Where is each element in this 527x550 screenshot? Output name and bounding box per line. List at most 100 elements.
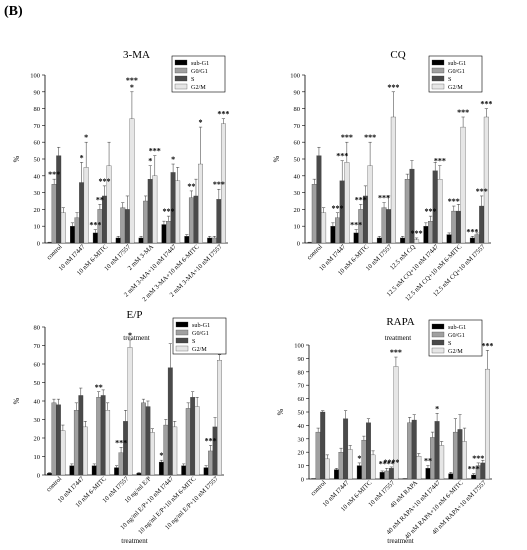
significance-label: *** bbox=[476, 187, 488, 196]
chart-title: RAPA bbox=[386, 316, 414, 328]
bar-g2-m bbox=[175, 180, 181, 244]
y-axis-label: % bbox=[276, 408, 285, 415]
y-tick-label: 40 bbox=[34, 173, 41, 180]
legend-label: sub-G1 bbox=[448, 324, 466, 331]
significance-label: ** bbox=[95, 383, 103, 392]
bar-s bbox=[388, 468, 394, 480]
significance-label: *** bbox=[466, 227, 478, 236]
bar-s bbox=[455, 210, 461, 244]
bar-s bbox=[167, 367, 173, 476]
bar-sub-g1 bbox=[448, 473, 454, 480]
bar-s bbox=[78, 395, 84, 476]
bar-g0-g1 bbox=[311, 184, 317, 244]
legend-swatch bbox=[431, 83, 445, 90]
significance-label: *** bbox=[364, 133, 376, 142]
bar-sub-g1 bbox=[425, 468, 431, 480]
bar-g0-g1 bbox=[211, 237, 217, 244]
bar-s bbox=[343, 418, 349, 480]
chart-title: 3-MA bbox=[123, 49, 150, 61]
y-tick-label: 20 bbox=[34, 436, 41, 443]
legend-label: S bbox=[448, 76, 452, 83]
bar-s bbox=[411, 419, 417, 480]
bar-sub-g1 bbox=[446, 234, 452, 244]
bar-g2-m bbox=[390, 116, 396, 244]
bar-sub-g1 bbox=[69, 465, 75, 476]
y-tick-label: 70 bbox=[34, 343, 41, 350]
chart-panel-2: E/P01020304050607080%**********control10… bbox=[12, 309, 227, 545]
y-axis-label: % bbox=[12, 155, 21, 162]
legend-label: G2/M bbox=[448, 348, 463, 355]
bar-g0-g1 bbox=[185, 408, 191, 476]
y-tick-label: 50 bbox=[34, 157, 41, 164]
y-tick-label: 80 bbox=[34, 325, 41, 332]
y-tick-label: 80 bbox=[294, 106, 301, 113]
bar-g0-g1 bbox=[407, 422, 413, 480]
legend-swatch bbox=[431, 347, 445, 354]
bar-g0-g1 bbox=[381, 207, 387, 244]
legend-label: G0/G1 bbox=[191, 68, 208, 75]
y-tick-label: 70 bbox=[34, 123, 41, 130]
y-tick-label: 40 bbox=[294, 173, 301, 180]
legend-swatch bbox=[174, 67, 188, 74]
y-tick-label: 30 bbox=[294, 190, 301, 197]
legend-label: G2/M bbox=[191, 84, 206, 91]
legend-swatch bbox=[175, 329, 189, 336]
bar-g0-g1 bbox=[143, 200, 149, 244]
significance-label: *** bbox=[126, 76, 138, 85]
bar-s bbox=[145, 406, 151, 476]
bar-sub-g1 bbox=[115, 237, 121, 244]
bar-g2-m bbox=[416, 456, 422, 480]
y-tick-label: 60 bbox=[298, 396, 305, 403]
significance-label: * bbox=[128, 331, 132, 340]
y-tick-label: 80 bbox=[34, 106, 41, 113]
legend-swatch bbox=[431, 331, 445, 338]
bar-g2-m bbox=[194, 406, 200, 476]
y-tick-label: 30 bbox=[34, 417, 41, 424]
bar-g0-g1 bbox=[73, 410, 79, 476]
bar-sub-g1 bbox=[47, 472, 52, 476]
x-axis-label: treatment bbox=[123, 334, 149, 342]
bar-g2-m bbox=[347, 449, 353, 480]
significance-label: *** bbox=[149, 147, 161, 156]
bar-sub-g1 bbox=[469, 237, 475, 244]
significance-label: * bbox=[199, 118, 203, 127]
bar-s bbox=[457, 429, 463, 480]
y-tick-label: 100 bbox=[290, 73, 300, 80]
significance-label: *** bbox=[213, 180, 225, 189]
legend-swatch bbox=[174, 59, 188, 66]
y-tick-label: 30 bbox=[34, 190, 41, 197]
bar-s bbox=[190, 397, 196, 476]
legend-swatch bbox=[431, 75, 445, 82]
significance-label: * bbox=[159, 451, 163, 460]
legend-label: sub-G1 bbox=[448, 60, 466, 67]
y-tick-label: 0 bbox=[37, 473, 40, 480]
bar-s bbox=[79, 182, 85, 244]
y-tick-label: 0 bbox=[301, 477, 304, 484]
bar-s bbox=[56, 155, 62, 244]
y-tick-label: 100 bbox=[294, 343, 304, 350]
significance-label: *** bbox=[217, 110, 229, 119]
significance-label: *** bbox=[425, 207, 437, 216]
significance-label: **** bbox=[379, 459, 395, 468]
bar-g2-m bbox=[217, 360, 222, 476]
bar-sub-g1 bbox=[92, 232, 98, 244]
bar-g2-m bbox=[83, 167, 89, 244]
significance-label: *** bbox=[448, 197, 460, 206]
y-axis-label: % bbox=[12, 397, 21, 404]
bar-g0-g1 bbox=[120, 207, 126, 244]
y-tick-label: 90 bbox=[34, 89, 41, 96]
legend-swatch bbox=[431, 323, 445, 330]
bar-s bbox=[216, 199, 222, 244]
significance-label: *** bbox=[336, 152, 348, 161]
significance-label: ** bbox=[96, 195, 104, 204]
figure-label: (B) bbox=[4, 4, 23, 19]
legend-label: G2/M bbox=[192, 346, 207, 353]
legend-swatch bbox=[431, 67, 445, 74]
bar-s bbox=[434, 421, 440, 480]
significance-label: * bbox=[80, 153, 84, 162]
legend-swatch bbox=[174, 83, 188, 90]
significance-label: *** bbox=[481, 341, 493, 350]
bar-g2-m bbox=[460, 126, 466, 244]
bar-g0-g1 bbox=[141, 402, 146, 476]
